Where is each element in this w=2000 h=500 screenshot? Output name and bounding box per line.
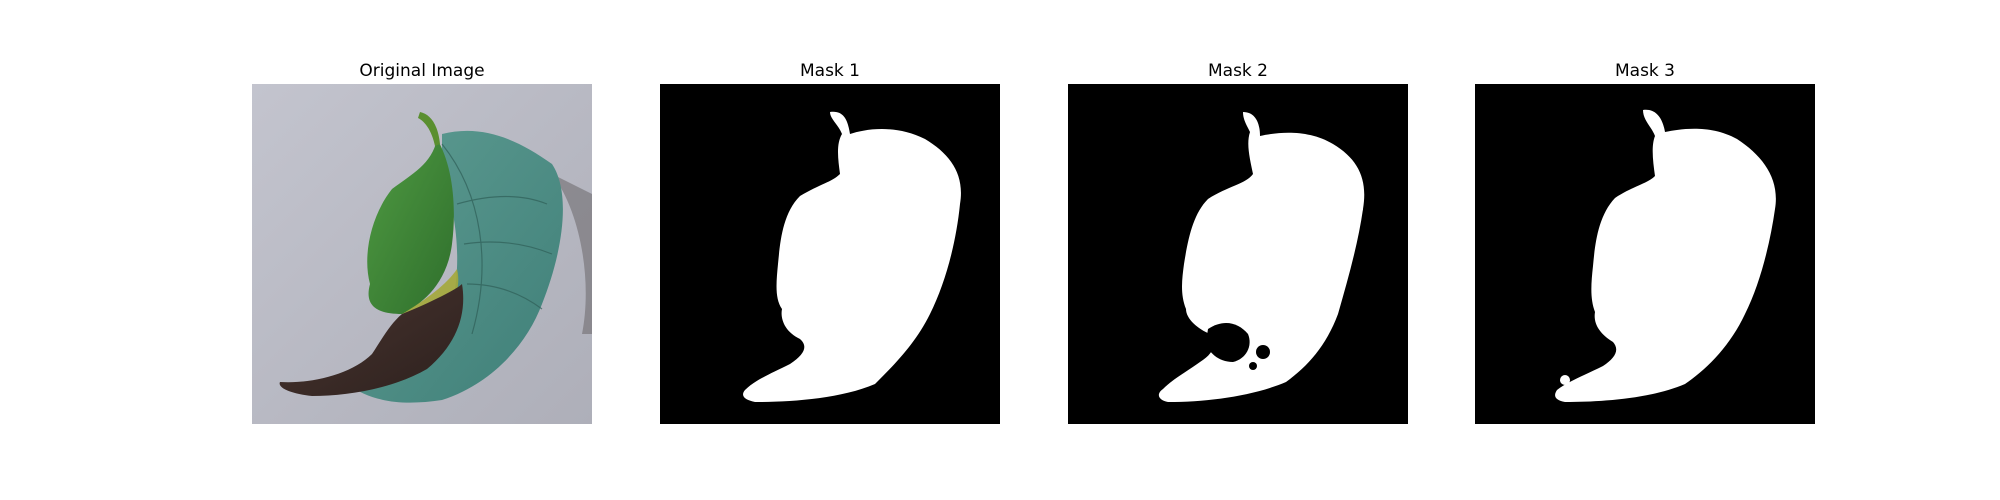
leaf-green-lobe <box>367 139 454 314</box>
panel-title: Mask 3 <box>1614 61 1675 81</box>
panel-mask-1: Mask 1 <box>660 58 1000 424</box>
panel-title: Original Image <box>359 61 485 81</box>
original-leaf-photo <box>252 84 592 424</box>
leaf-teal-lobe <box>347 130 563 403</box>
panel-title: Mask 2 <box>1207 61 1268 81</box>
panel-title: Mask 1 <box>799 61 860 81</box>
mask-3-image <box>1475 84 1815 424</box>
leaf-stem <box>418 112 440 146</box>
mask-foreground <box>743 111 961 402</box>
panel-mask-2: Mask 2 <box>1068 58 1408 424</box>
panel-original-image: Original Image <box>252 58 592 424</box>
panel-mask-3: Mask 3 <box>1475 58 1815 424</box>
mask-1-image <box>660 84 1000 424</box>
mask-foreground <box>1555 109 1776 402</box>
mask-2-image <box>1068 84 1408 424</box>
leaf-diseased-region <box>279 284 464 396</box>
